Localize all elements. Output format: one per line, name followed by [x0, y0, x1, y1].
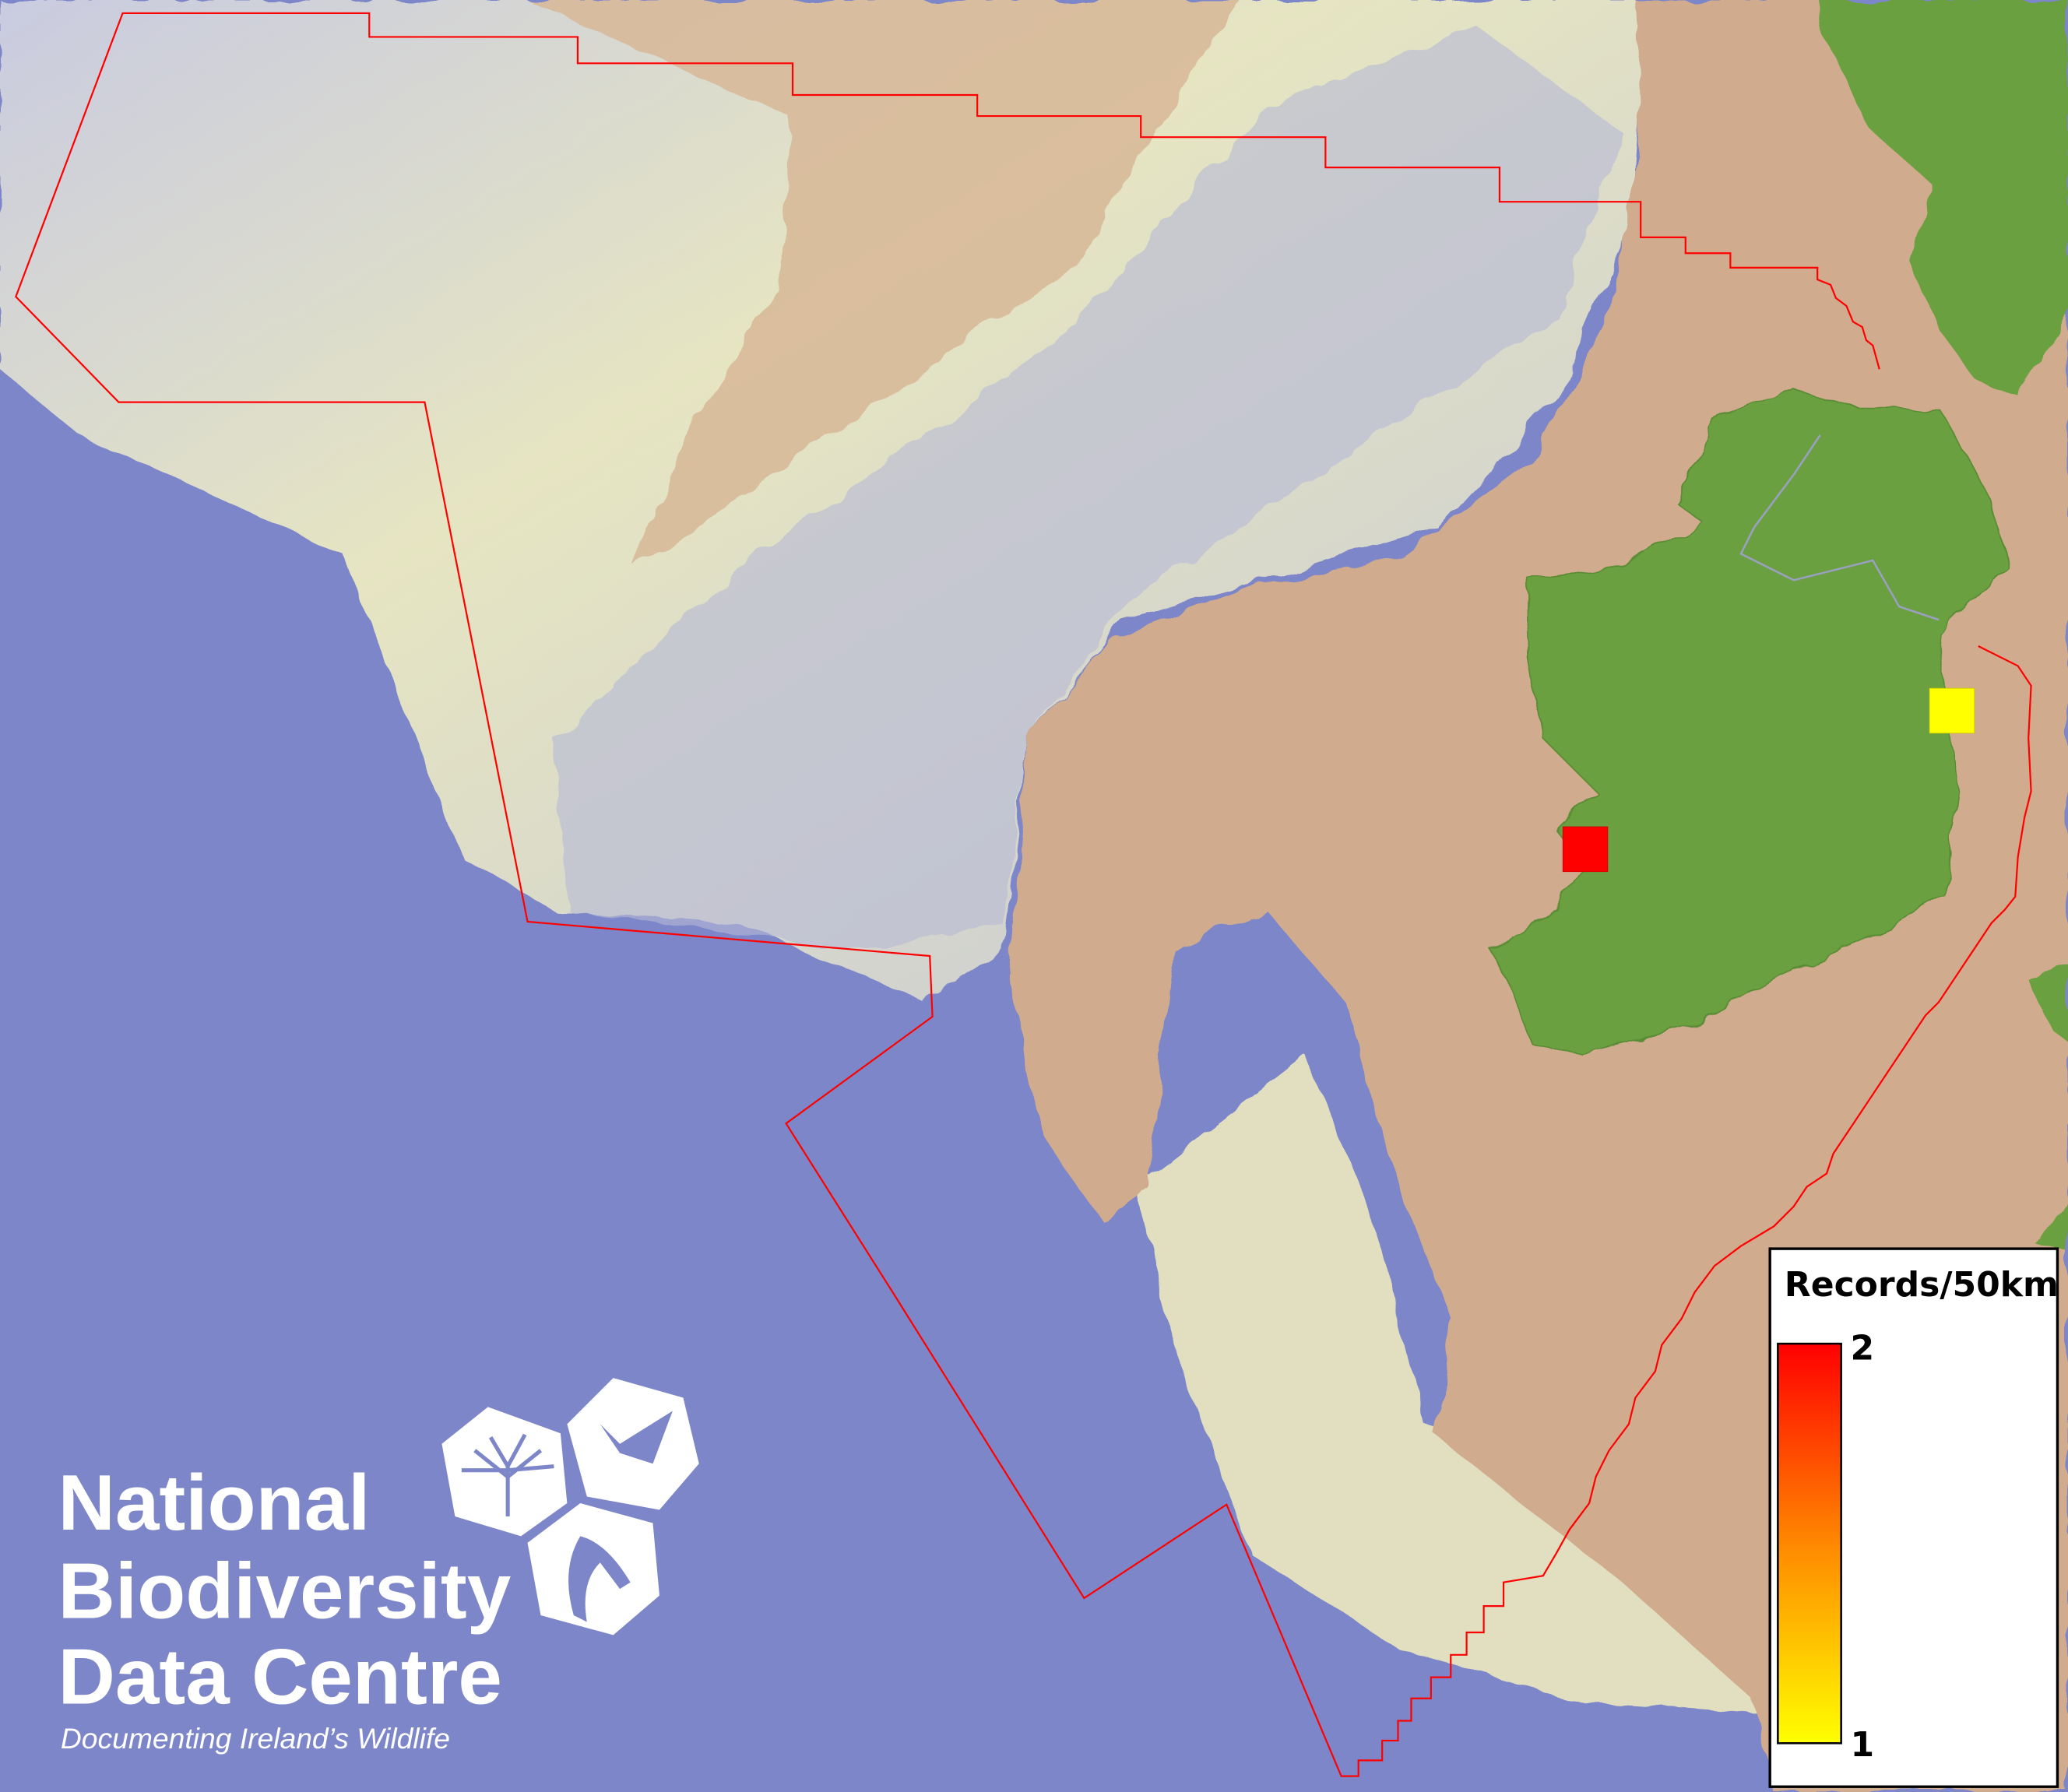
tree-icon [441, 1407, 568, 1537]
nbdc-logo: National Biodiversity Data Centre Docume… [58, 1378, 699, 1755]
seahorse-icon [527, 1503, 659, 1636]
ni-border [1739, 434, 1940, 621]
record-square-value-2[interactable] [1562, 826, 1609, 873]
irish-marine-boundary [15, 12, 2032, 1777]
legend-min-label: 1 [1851, 1725, 1875, 1765]
logo-line-2: Biodiversity [58, 1546, 512, 1635]
legend: Records/50km 2 1 [1768, 1247, 2059, 1788]
wales-landmass [2031, 962, 2068, 1042]
logo-line-1: National [58, 1458, 371, 1547]
scotland-landmass [1820, 0, 2068, 396]
legend-colorbar [1777, 1342, 1842, 1745]
butterfly-icon [567, 1378, 699, 1510]
record-square-value-1[interactable] [1929, 687, 1975, 734]
logo-line-3: Data Centre [58, 1632, 502, 1720]
shelf-west-grey [554, 26, 1623, 950]
cornwall-landmass [2038, 1200, 2068, 1253]
legend-title: Records/50km [1785, 1265, 2059, 1305]
porcupine-bank-tan [527, 0, 1240, 567]
logo-tagline: Documenting Ireland’s Wildlife [61, 1722, 450, 1755]
legend-max-label: 2 [1851, 1328, 1875, 1368]
